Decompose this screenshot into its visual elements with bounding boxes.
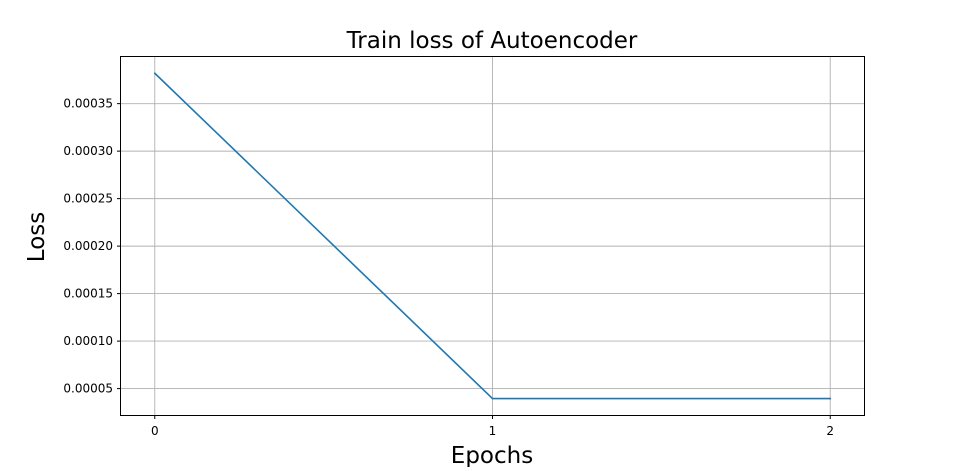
x-tick-label: 2 [826, 424, 834, 438]
x-axis-label: Epochs [451, 443, 533, 467]
y-tick-label: 0.00025 [63, 192, 113, 206]
data-point [491, 397, 494, 400]
y-tick-label: 0.00035 [63, 97, 113, 111]
series-layer [153, 72, 832, 400]
data-point [829, 397, 832, 400]
y-axis-label: Loss [24, 212, 50, 262]
y-tick-label: 0.00020 [63, 239, 113, 253]
y-tick-label: 0.00030 [63, 144, 113, 158]
x-tick-label: 1 [489, 424, 497, 438]
ticks: 0 1 2 0.00005 0.00010 0.00015 0.00020 0.00025 0.… [63, 97, 834, 438]
y-tick-label: 0.00015 [63, 287, 113, 301]
y-tick-label: 0.00010 [63, 334, 113, 348]
grid [121, 57, 864, 415]
x-tick-label: 0 [151, 424, 159, 438]
chart-title: Train loss of Autoencoder [346, 28, 638, 54]
data-point [153, 72, 156, 75]
y-tick-label: 0.00005 [63, 382, 113, 396]
